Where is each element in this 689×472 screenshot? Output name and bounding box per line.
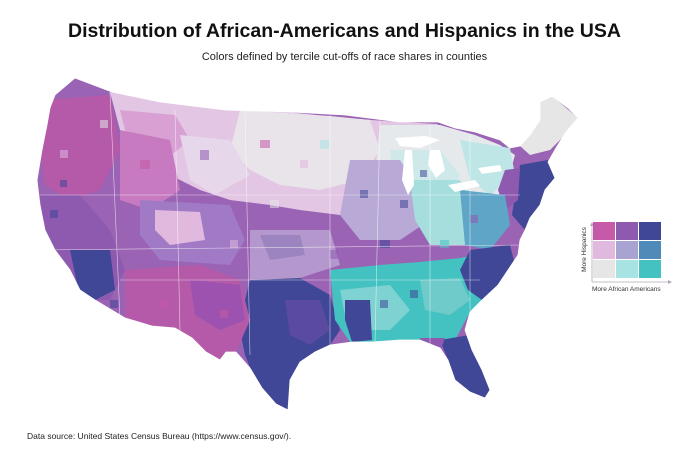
legend-cell-low-hisp-low-aa <box>593 260 615 278</box>
map-subtitle: Colors defined by tercile cut-offs of ra… <box>201 51 488 63</box>
legend-cell-low-hisp-high-aa <box>639 260 661 278</box>
legend-cell-high-hisp-low-aa <box>593 222 615 240</box>
map-title: Distribution of African-Americans and Hi… <box>68 20 621 42</box>
legend-cell-mid-hisp-high-aa <box>639 241 661 259</box>
legend-cell-high-hisp-high-aa <box>639 222 661 240</box>
great-lakes <box>395 136 502 195</box>
bivariate-legend: More Hispanics More African Americans <box>578 220 672 300</box>
legend-cell-low-hisp-mid-aa <box>616 260 638 278</box>
data-source-note: Data source: United States Census Bureau… <box>27 431 292 441</box>
legend-cell-mid-hisp-mid-aa <box>616 241 638 259</box>
legend-cell-mid-hisp-low-aa <box>593 241 615 259</box>
legend-grid <box>593 222 665 282</box>
state-borders <box>39 91 521 356</box>
legend-x-label: More African Americans <box>592 286 661 293</box>
county-texture <box>50 120 478 318</box>
us-outline <box>36 77 579 411</box>
legend-cell-high-hisp-mid-aa <box>616 222 638 240</box>
